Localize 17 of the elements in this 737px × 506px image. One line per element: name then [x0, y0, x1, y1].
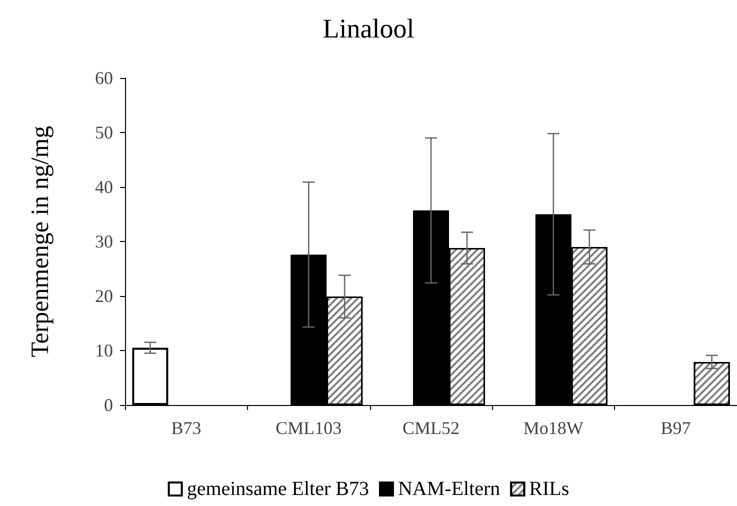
- y-tick-label: 0: [104, 395, 113, 415]
- legend-label: gemeinsame Elter B73: [186, 478, 369, 500]
- x-tick-label: B97: [660, 418, 691, 438]
- x-tick-label: B73: [171, 418, 202, 438]
- y-tick-label: 50: [95, 122, 113, 142]
- y-axis-title: Terpenmenge in ng/mg: [27, 125, 54, 358]
- legend-label: NAM-Eltern: [398, 478, 500, 500]
- x-tick-label: CML52: [402, 418, 460, 438]
- y-tick-label: 20: [95, 286, 113, 306]
- y-tick-label: 30: [95, 232, 113, 252]
- y-tick-label: 60: [95, 68, 113, 88]
- chart-title: Linalool: [322, 14, 414, 44]
- x-tick-label: Mo18W: [523, 418, 584, 438]
- y-tick-label: 10: [95, 340, 113, 360]
- y-tick-label: 40: [95, 177, 113, 197]
- legend-label: RILs: [529, 478, 570, 500]
- x-tick-label: CML103: [276, 418, 342, 438]
